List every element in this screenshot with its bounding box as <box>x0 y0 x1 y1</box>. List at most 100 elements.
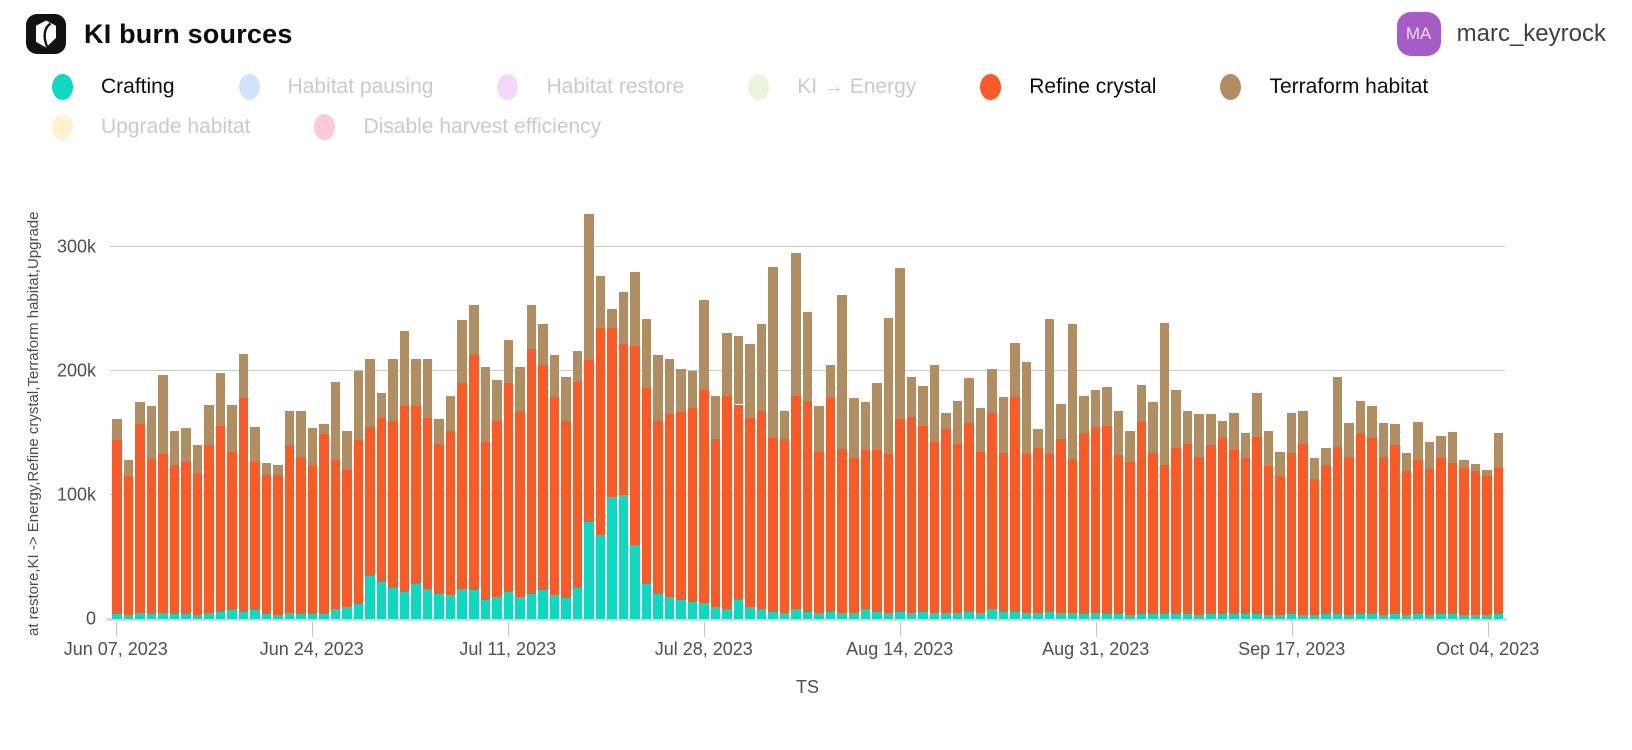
bar[interactable] <box>987 154 997 619</box>
bar[interactable] <box>1459 154 1469 619</box>
bar[interactable] <box>549 154 560 619</box>
bar[interactable] <box>1286 154 1297 619</box>
bar[interactable] <box>1182 154 1193 619</box>
bar[interactable] <box>607 154 617 619</box>
bar[interactable] <box>756 154 767 619</box>
bar[interactable] <box>492 154 502 619</box>
bar[interactable] <box>1309 154 1320 619</box>
bar[interactable] <box>1482 154 1492 619</box>
bar[interactable] <box>434 154 444 619</box>
bar[interactable] <box>572 154 583 619</box>
bar[interactable] <box>941 154 951 619</box>
bar[interactable] <box>918 154 928 619</box>
bar[interactable] <box>1229 154 1239 619</box>
bar[interactable] <box>1240 154 1251 619</box>
bar[interactable] <box>238 154 249 619</box>
bar[interactable] <box>1436 154 1446 619</box>
bar[interactable] <box>123 154 134 619</box>
bar[interactable] <box>1355 154 1366 619</box>
bar[interactable] <box>468 154 479 619</box>
bar[interactable] <box>872 154 882 619</box>
legend-item-disable-harvest-efficiency[interactable]: Disable harvest efficiency <box>314 114 601 140</box>
bar[interactable] <box>1113 154 1124 619</box>
bar[interactable] <box>1344 154 1354 619</box>
bar[interactable] <box>1332 154 1343 619</box>
bar[interactable] <box>1102 154 1112 619</box>
bar[interactable] <box>1378 154 1389 619</box>
bar[interactable] <box>1367 154 1377 619</box>
legend-item-upgrade-habitat[interactable]: Upgrade habitat <box>52 114 250 140</box>
bar[interactable] <box>192 154 203 619</box>
bar[interactable] <box>261 154 272 619</box>
bar[interactable] <box>526 154 537 619</box>
bar[interactable] <box>388 154 398 619</box>
bar[interactable] <box>1390 154 1400 619</box>
bar[interactable] <box>538 154 548 619</box>
bar[interactable] <box>480 154 491 619</box>
bar[interactable] <box>515 154 525 619</box>
bar[interactable] <box>883 154 894 619</box>
bar[interactable] <box>1470 154 1481 619</box>
bar[interactable] <box>998 154 1009 619</box>
bar[interactable] <box>376 154 387 619</box>
bar[interactable] <box>630 154 640 619</box>
bar[interactable] <box>1493 154 1504 619</box>
bar[interactable] <box>814 154 824 619</box>
bar[interactable] <box>503 154 514 619</box>
bar[interactable] <box>1033 154 1043 619</box>
bar[interactable] <box>135 154 145 619</box>
bar[interactable] <box>146 154 157 619</box>
bar[interactable] <box>849 154 859 619</box>
bar[interactable] <box>733 154 744 619</box>
bar[interactable] <box>273 154 283 619</box>
bar[interactable] <box>1056 154 1066 619</box>
bar[interactable] <box>411 154 421 619</box>
bar[interactable] <box>825 154 836 619</box>
legend-item-habitat-pausing[interactable]: Habitat pausing <box>238 74 433 100</box>
bar[interactable] <box>215 154 226 619</box>
bar[interactable] <box>1413 154 1423 619</box>
bar[interactable] <box>802 154 813 619</box>
bar[interactable] <box>964 154 974 619</box>
bar[interactable] <box>284 154 295 619</box>
bar[interactable] <box>595 154 606 619</box>
bar[interactable] <box>457 154 467 619</box>
bar[interactable] <box>975 154 986 619</box>
bar[interactable] <box>204 154 214 619</box>
bar[interactable] <box>768 154 778 619</box>
bar[interactable] <box>1067 154 1078 619</box>
bar[interactable] <box>1194 154 1204 619</box>
bar[interactable] <box>181 154 191 619</box>
bar[interactable] <box>1044 154 1055 619</box>
bar[interactable] <box>112 154 122 619</box>
bar[interactable] <box>1021 154 1032 619</box>
bar[interactable] <box>676 154 686 619</box>
bar[interactable] <box>399 154 410 619</box>
user-avatar[interactable]: MA <box>1396 12 1441 56</box>
bar[interactable] <box>1010 154 1020 619</box>
legend-item-habitat-restore[interactable]: Habitat restore <box>497 74 684 100</box>
bar[interactable] <box>699 154 709 619</box>
bar[interactable] <box>584 154 594 619</box>
legend-item-crafting[interactable]: Crafting <box>52 74 175 100</box>
bar[interactable] <box>906 154 917 619</box>
bar[interactable] <box>860 154 871 619</box>
bar[interactable] <box>653 154 663 619</box>
bar[interactable] <box>641 154 652 619</box>
bar[interactable] <box>158 154 168 619</box>
bar[interactable] <box>1136 154 1147 619</box>
legend-item-refine-crystal[interactable]: Refine crystal <box>980 74 1156 100</box>
bar[interactable] <box>169 154 180 619</box>
bar[interactable] <box>1252 154 1262 619</box>
bar[interactable] <box>353 154 364 619</box>
bar[interactable] <box>779 154 790 619</box>
bar[interactable] <box>1079 154 1089 619</box>
bar[interactable] <box>687 154 698 619</box>
bar[interactable] <box>445 154 456 619</box>
bar[interactable] <box>227 154 237 619</box>
bar[interactable] <box>1148 154 1158 619</box>
bar[interactable] <box>1447 154 1458 619</box>
bar[interactable] <box>1159 154 1170 619</box>
bar[interactable] <box>618 154 629 619</box>
bar[interactable] <box>1090 154 1101 619</box>
